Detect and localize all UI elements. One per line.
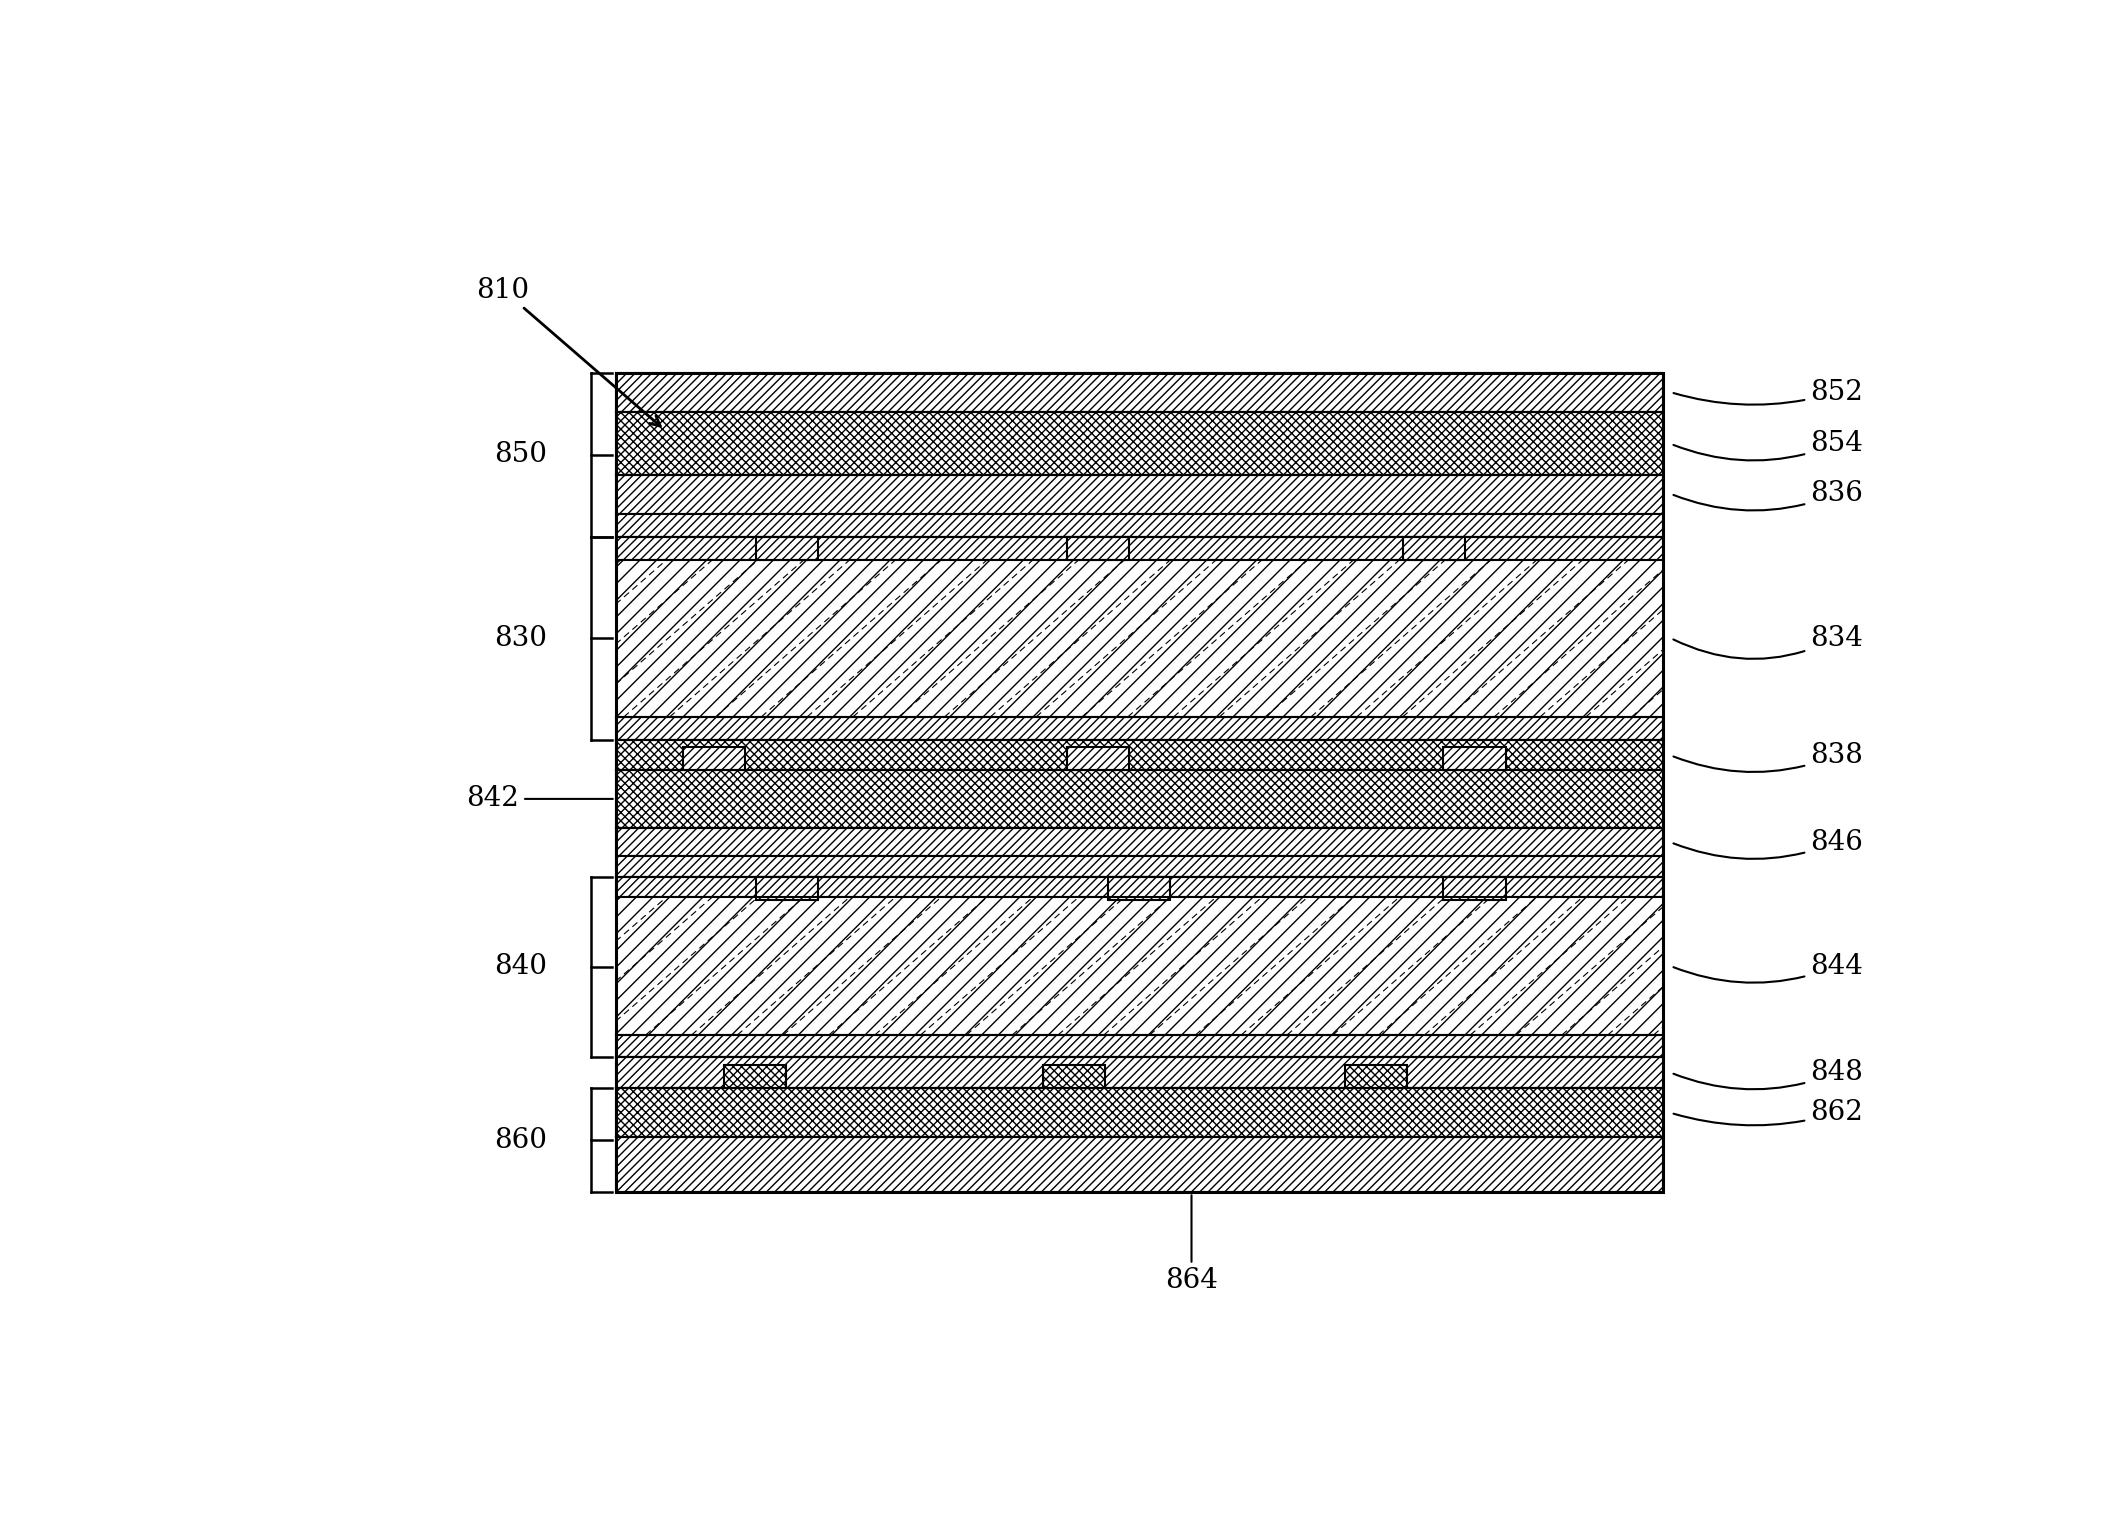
Bar <box>1043 1065 1104 1088</box>
Bar <box>682 748 745 771</box>
Bar <box>616 1036 1663 1057</box>
Bar <box>724 1065 785 1088</box>
Text: 844: 844 <box>1674 953 1862 982</box>
Text: 830: 830 <box>494 625 547 651</box>
Bar <box>756 536 819 559</box>
Text: 860: 860 <box>494 1128 547 1154</box>
Bar <box>616 372 1663 1192</box>
Bar <box>1108 876 1169 899</box>
Bar <box>616 898 1663 1036</box>
Text: 810: 810 <box>477 276 661 426</box>
Bar <box>616 412 1663 475</box>
Text: 854: 854 <box>1674 430 1862 461</box>
Bar <box>1444 876 1505 899</box>
Text: 846: 846 <box>1674 829 1862 859</box>
Bar <box>1068 748 1129 771</box>
Text: 852: 852 <box>1674 378 1862 406</box>
Bar <box>616 536 1663 559</box>
Bar <box>616 1137 1663 1192</box>
Bar <box>616 856 1663 876</box>
Bar <box>756 876 819 899</box>
Text: 842: 842 <box>467 786 612 812</box>
Text: 838: 838 <box>1674 741 1862 772</box>
Text: 834: 834 <box>1674 625 1862 659</box>
Bar <box>616 559 1663 717</box>
Bar <box>616 513 1663 536</box>
Bar <box>616 876 1663 898</box>
Bar <box>616 827 1663 856</box>
Text: 850: 850 <box>494 441 547 469</box>
Bar <box>616 1057 1663 1088</box>
Bar <box>616 771 1663 827</box>
Text: 862: 862 <box>1674 1100 1862 1126</box>
Bar <box>616 740 1663 771</box>
Bar <box>616 1088 1663 1137</box>
Bar <box>616 372 1663 412</box>
Text: 836: 836 <box>1674 481 1862 510</box>
Text: 840: 840 <box>494 953 547 980</box>
Text: 848: 848 <box>1674 1059 1862 1089</box>
Text: 864: 864 <box>1165 1195 1218 1295</box>
Bar <box>616 475 1663 513</box>
Bar <box>1345 1065 1408 1088</box>
Bar <box>616 717 1663 740</box>
Bar <box>1444 748 1505 771</box>
Bar <box>1068 536 1129 559</box>
Bar <box>1402 536 1465 559</box>
